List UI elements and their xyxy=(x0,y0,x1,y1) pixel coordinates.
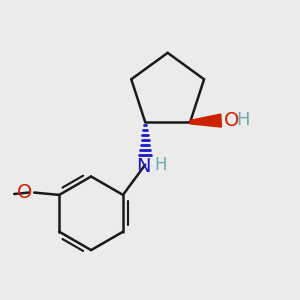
Polygon shape xyxy=(190,114,221,127)
Text: H: H xyxy=(236,111,250,129)
Text: N: N xyxy=(136,158,151,176)
Text: O: O xyxy=(16,183,32,202)
Text: H: H xyxy=(154,156,167,174)
Text: O: O xyxy=(224,111,239,130)
